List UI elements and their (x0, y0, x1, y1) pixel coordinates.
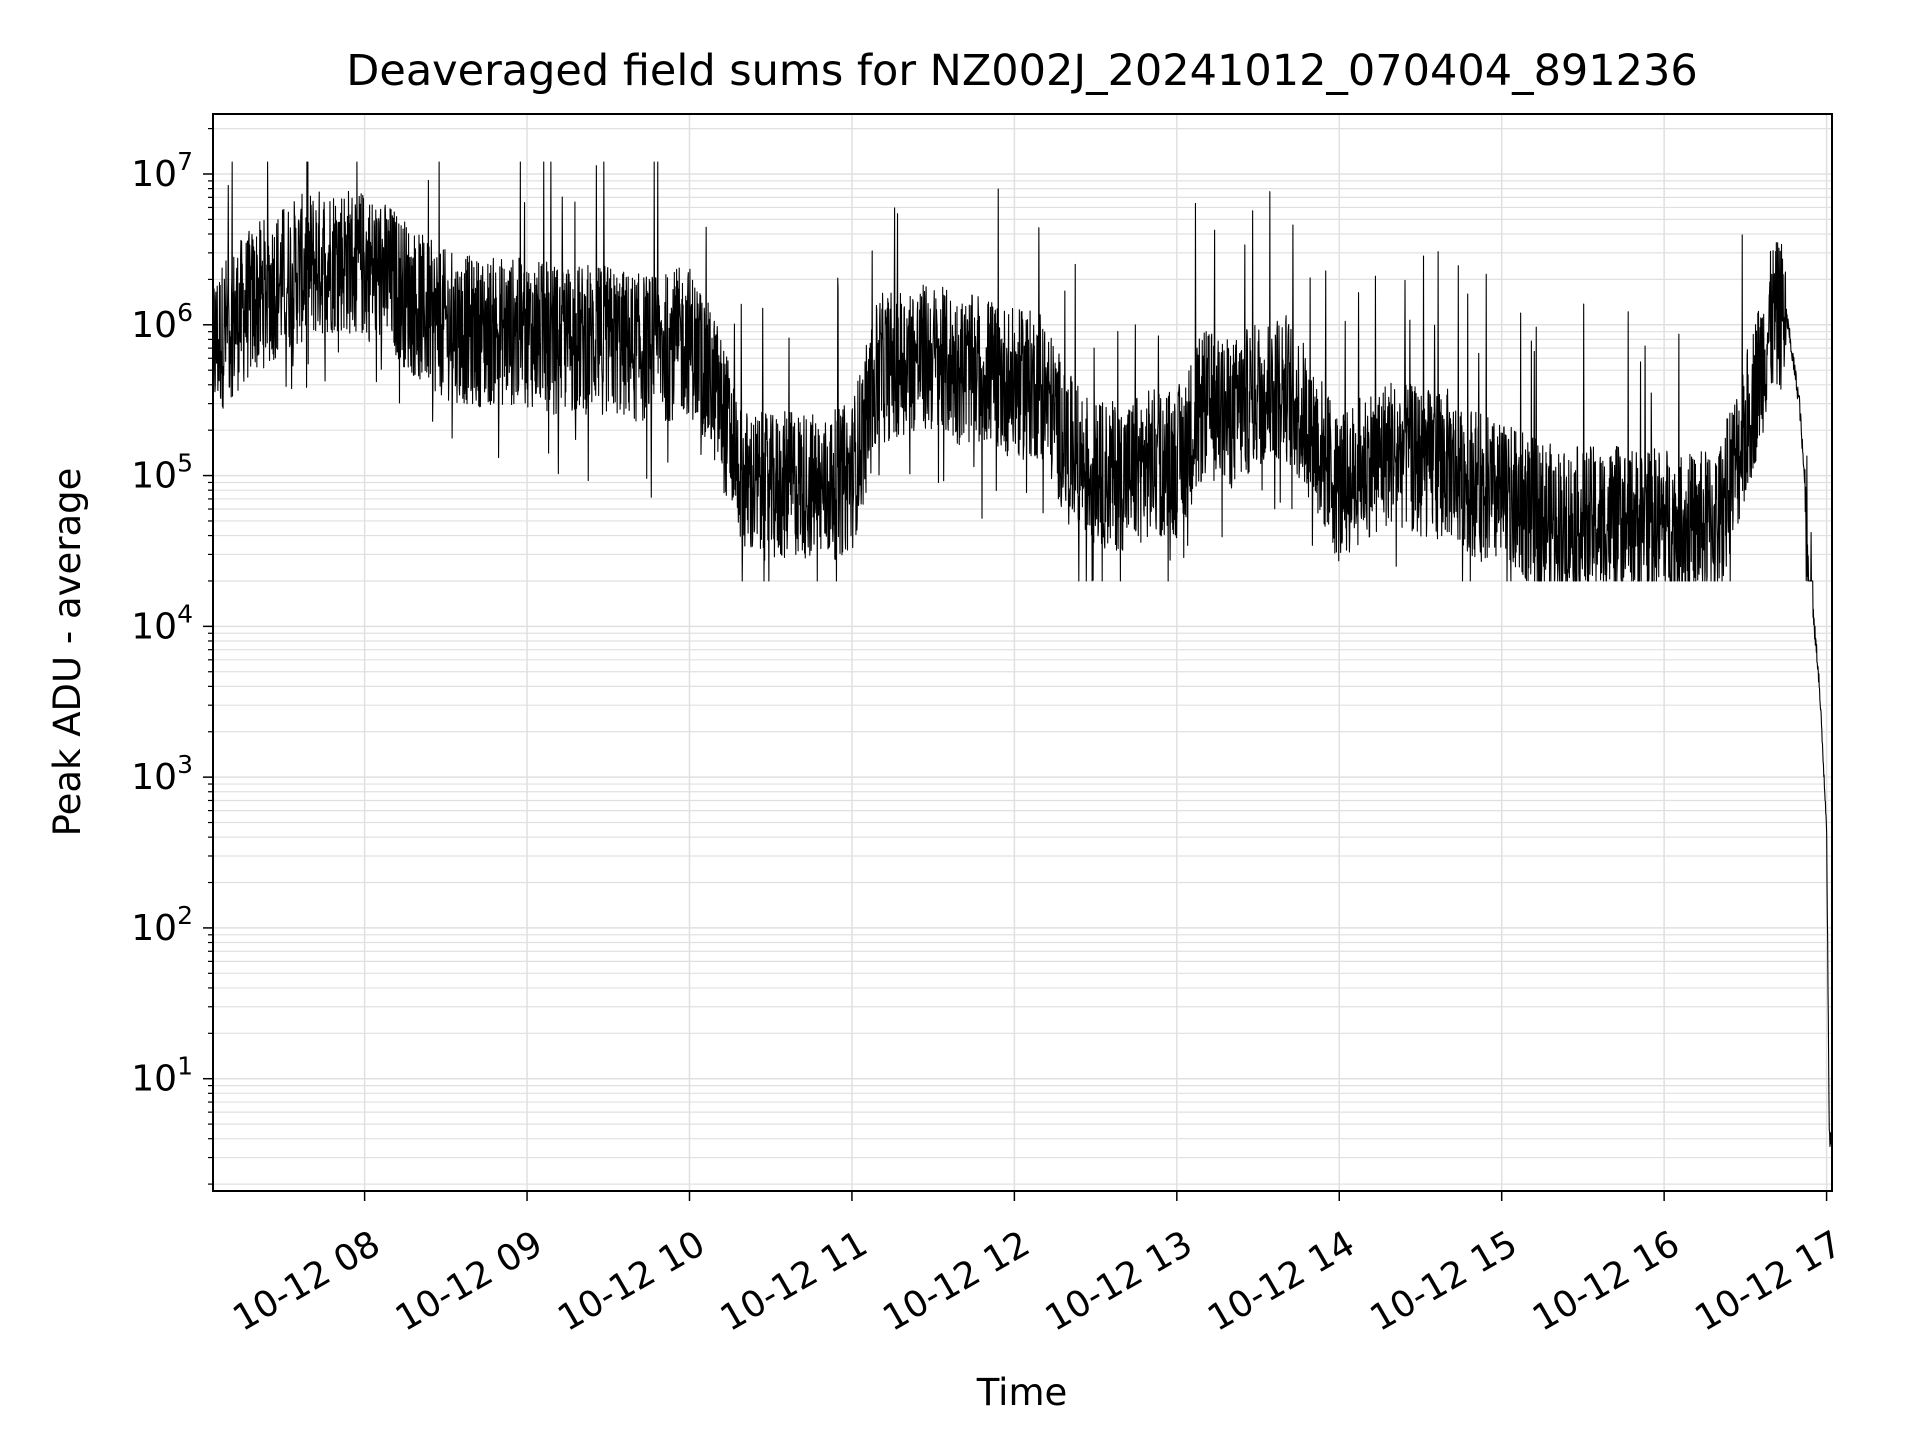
y-tick-label: 105 (131, 449, 193, 497)
y-tick-label: 104 (131, 599, 193, 647)
plot-frame (212, 113, 1833, 1192)
y-tick-label: 107 (131, 147, 193, 195)
x-axis-label: Time (976, 1371, 1068, 1414)
y-tick-label: 102 (131, 901, 193, 949)
y-tick-label: 106 (131, 298, 193, 346)
chart-title: Deaveraged field sums for NZ002J_2024101… (346, 46, 1697, 96)
y-tick-label: 101 (131, 1052, 193, 1100)
y-tick-label: 103 (131, 750, 193, 798)
y-axis-label: Peak ADU - average (46, 468, 89, 837)
plot-clip-group (213, 161, 1832, 1147)
series-line (213, 161, 1832, 1147)
